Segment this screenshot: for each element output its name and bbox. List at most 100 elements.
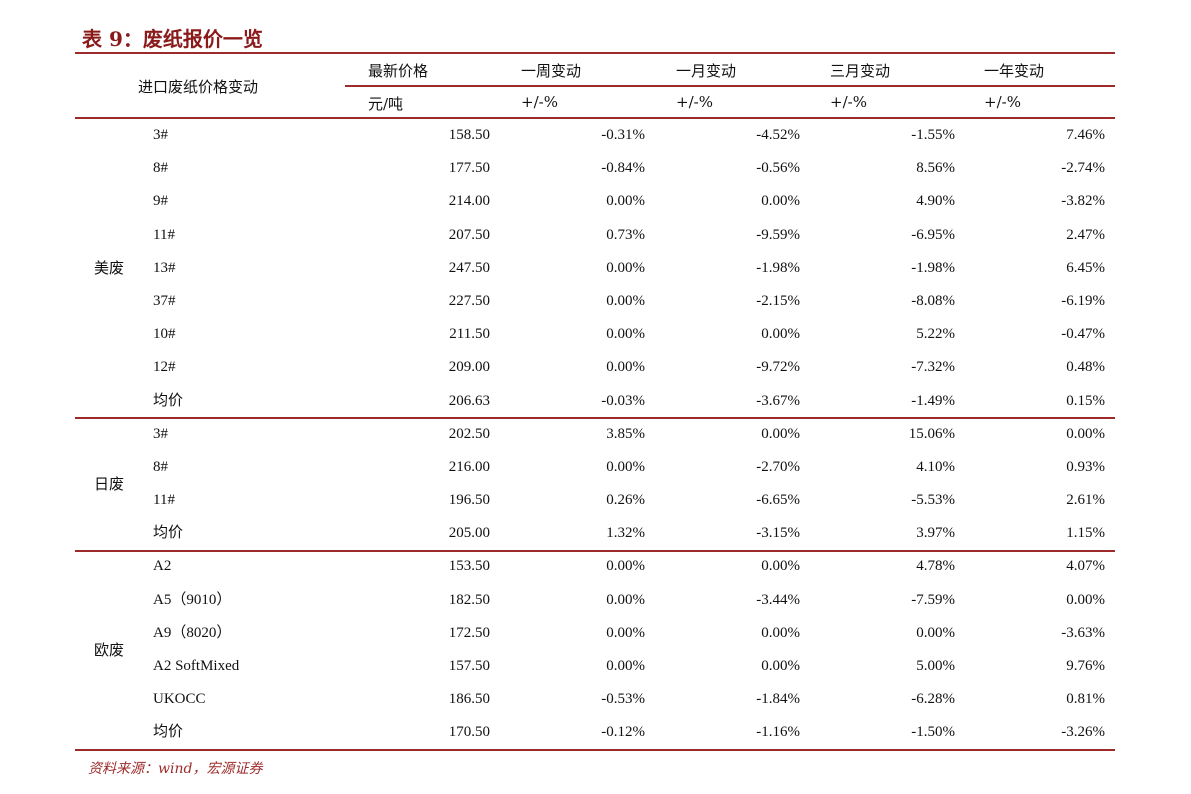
month-change: -4.52% [756, 127, 800, 143]
year-change: 0.81% [1066, 691, 1105, 708]
week-change: 0.00% [606, 193, 645, 210]
week-change: 0.00% [606, 558, 645, 575]
year-change: -0.47% [1061, 326, 1105, 343]
year-change: -3.63% [1061, 624, 1105, 641]
item-name: 37# [153, 292, 176, 309]
group-label: 日废 [93, 474, 124, 493]
3month-change: -1.55% [911, 127, 955, 143]
month-change: -1.84% [756, 691, 800, 708]
group-rule [75, 748, 1115, 751]
month-change: 0.00% [761, 425, 800, 442]
week-change: -0.84% [601, 160, 645, 177]
latest-price: 207.50 [448, 226, 490, 243]
week-change: 0.00% [606, 292, 645, 309]
unit-3month: +/-% [830, 93, 867, 111]
3month-change: -8.08% [911, 292, 955, 309]
year-change: 2.61% [1066, 492, 1105, 509]
latest-price: 227.50 [448, 292, 490, 309]
3month-change: 4.78% [916, 558, 955, 575]
3month-change: 5.00% [916, 658, 955, 674]
latest-price: 172.50 [448, 624, 490, 641]
month-change: -1.16% [756, 724, 800, 741]
3month-change: -6.28% [911, 691, 955, 708]
month-change: 0.00% [761, 193, 800, 210]
item-name: 8# [153, 160, 168, 177]
year-change: 2.47% [1066, 226, 1105, 243]
latest-price: 177.50 [448, 160, 490, 177]
3month-change: 3.97% [916, 525, 955, 542]
month-change: -2.15% [756, 292, 800, 309]
year-change: 0.00% [1066, 591, 1105, 608]
col-header-month: 一月变动 [676, 62, 737, 80]
week-change: 0.00% [606, 359, 645, 376]
week-change: 0.00% [606, 624, 645, 641]
3month-change: 15.06% [908, 425, 955, 442]
latest-price: 216.00 [448, 458, 490, 475]
year-change: 7.46% [1066, 127, 1105, 143]
table-row: 均价 205.00 1.32% -3.15% 3.97% 1.15% [75, 517, 1115, 550]
latest-price: 247.50 [448, 259, 490, 276]
month-change: -0.56% [756, 160, 800, 177]
month-change: 0.00% [761, 558, 800, 575]
year-change: 0.93% [1066, 458, 1105, 475]
year-change: 1.15% [1066, 525, 1105, 542]
unit-price: 元/吨 [368, 95, 404, 113]
item-name: 9# [153, 193, 168, 210]
latest-price: 205.00 [448, 525, 490, 542]
week-change: 0.00% [606, 658, 645, 674]
item-name: 12# [153, 359, 176, 376]
month-change: 0.00% [761, 658, 800, 674]
latest-price: 186.50 [448, 691, 490, 708]
week-change: -0.03% [601, 392, 645, 409]
week-change: 3.85% [606, 425, 645, 442]
item-name: A5（9010） [153, 591, 232, 608]
unit-year: +/-% [984, 93, 1021, 111]
year-change: -2.74% [1061, 160, 1105, 177]
week-change: 0.00% [606, 591, 645, 608]
item-name: 10# [153, 326, 176, 343]
item-name: 11# [153, 226, 175, 243]
item-name: 均价 [153, 525, 184, 542]
item-name: 11# [153, 492, 175, 509]
3month-change: 8.56% [916, 160, 955, 177]
year-change: 6.45% [1066, 259, 1105, 276]
item-name: A2 [153, 558, 172, 575]
item-name: A9（8020） [153, 624, 232, 641]
col-header-3month: 三月变动 [830, 62, 891, 80]
table-row: A5（9010） 182.50 0.00% -3.44% -7.59% 0.00% [75, 584, 1115, 617]
latest-price: 211.50 [449, 326, 490, 343]
unit-week: +/-% [521, 93, 558, 111]
row-label-header: 进口废纸价格变动 [138, 78, 259, 96]
3month-change: 5.22% [916, 326, 955, 343]
col-header-week: 一周变动 [521, 62, 582, 80]
group-label: 美废 [93, 259, 124, 277]
unit-month: +/-% [676, 93, 713, 111]
item-name: 均价 [153, 724, 184, 741]
year-change: -6.19% [1061, 292, 1105, 309]
latest-price: 202.50 [448, 425, 490, 442]
table-row: 12# 209.00 0.00% -9.72% -7.32% 0.48% [75, 351, 1115, 384]
3month-change: -7.32% [911, 359, 955, 376]
table-row: 37# 227.50 0.00% -2.15% -8.08% -6.19% [75, 285, 1115, 318]
year-change: 0.00% [1066, 425, 1105, 442]
week-change: 0.00% [606, 259, 645, 276]
source-note: 资料来源：wind，宏源证券 [88, 761, 263, 777]
item-name: 3# [153, 425, 168, 442]
latest-price: 196.50 [448, 492, 490, 509]
month-change: -3.15% [756, 525, 800, 542]
week-change: -0.12% [601, 724, 645, 741]
table-row: 均价 170.50 -0.12% -1.16% -1.50% -3.26% [75, 716, 1115, 749]
table-row: 11# 207.50 0.73% -9.59% -6.95% 2.47% [75, 219, 1115, 252]
latest-price: 158.50 [448, 127, 490, 143]
week-change: -0.31% [601, 127, 645, 143]
3month-change: 0.00% [916, 624, 955, 641]
week-change: -0.53% [601, 691, 645, 708]
year-change: 0.48% [1066, 359, 1105, 376]
latest-price: 170.50 [448, 724, 490, 741]
group-rule [75, 416, 1115, 419]
table-row: 10# 211.50 0.00% 0.00% 5.22% -0.47% [75, 318, 1115, 351]
group-rule [75, 549, 1115, 552]
table-title: 表 9：废纸报价一览 [82, 27, 263, 51]
header-sub-rule [345, 85, 1115, 87]
item-name: 8# [153, 458, 168, 475]
